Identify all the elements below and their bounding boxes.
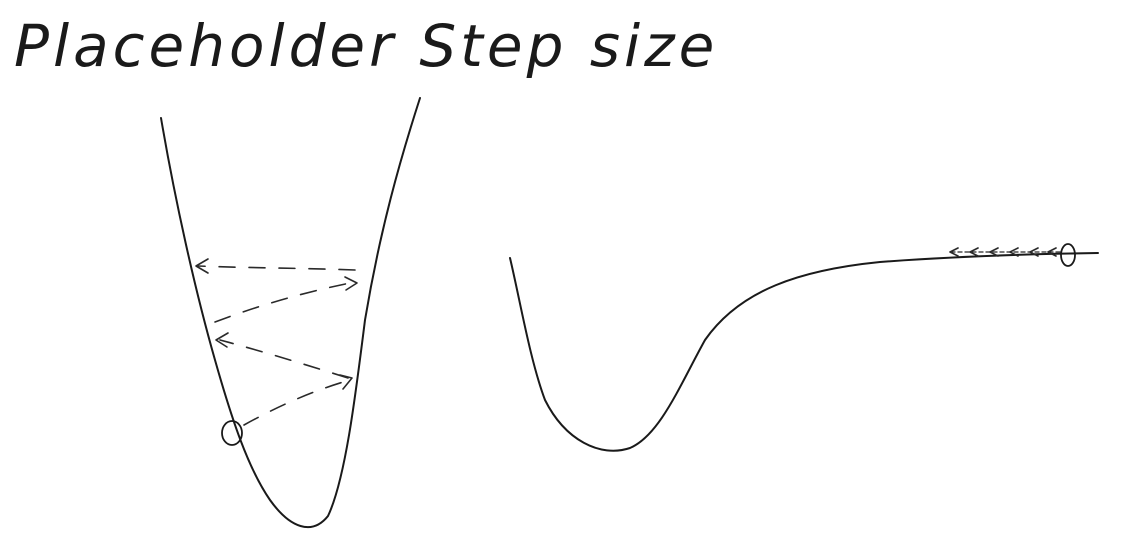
left-step-3-arrowhead (344, 276, 358, 291)
left-panel (160, 97, 421, 529)
left-step-1 (243, 379, 351, 426)
left-step-2 (219, 339, 349, 379)
right-panel (509, 243, 1099, 452)
right-tiny-step-arrowhead (1047, 247, 1057, 257)
right-tiny-step-arrowhead (969, 247, 979, 257)
right-tiny-step-arrowhead (1009, 247, 1019, 257)
right-tiny-step-arrowhead (949, 247, 959, 257)
left-start-point (221, 420, 243, 446)
right-tiny-step-arrowhead (989, 247, 999, 257)
right-tiny-step-arrowhead (1029, 247, 1039, 257)
diagram-title: Placeholder Step size (14, 12, 718, 80)
left-step-4-arrowhead (195, 258, 209, 274)
right-valley-curve (509, 252, 1099, 452)
left-step-3 (214, 281, 356, 323)
right-tiny-steps (949, 247, 1061, 257)
right-start-point (1060, 243, 1076, 267)
left-step-4 (197, 265, 356, 271)
left-valley-curve (160, 97, 421, 529)
left-step-2-arrowhead (215, 332, 229, 348)
